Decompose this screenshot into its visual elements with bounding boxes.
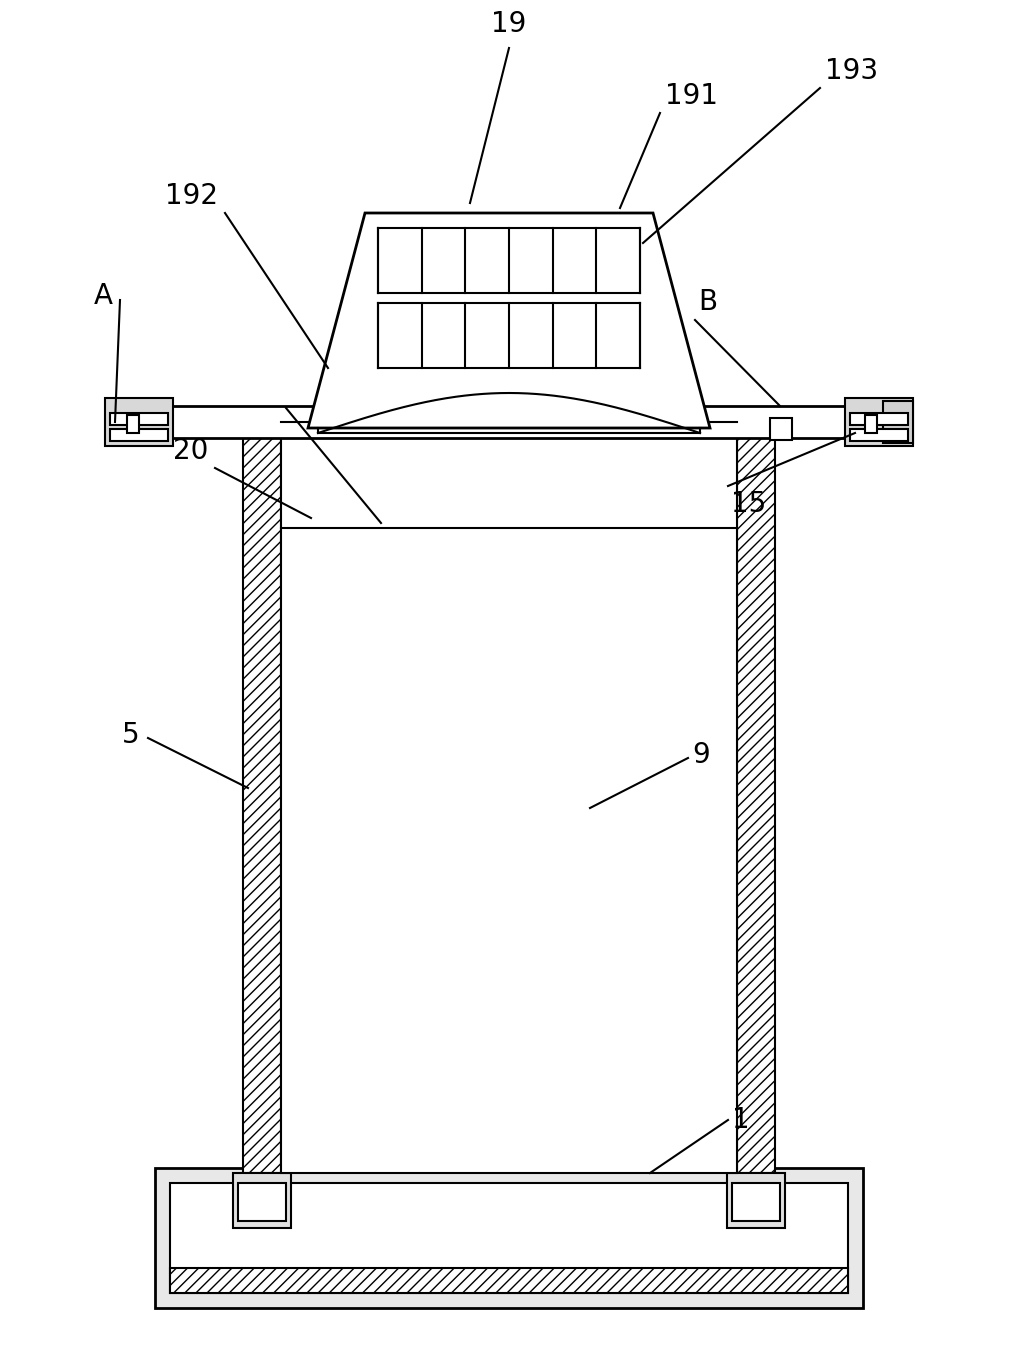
Bar (850, 413, 908, 425)
Text: 191: 191 (665, 82, 718, 109)
Bar (233, 1172, 291, 1228)
Text: 5: 5 (122, 721, 140, 750)
Text: A: A (94, 282, 113, 311)
Bar (243, 434, 281, 1172)
Bar (127, 415, 139, 434)
Bar (850, 430, 908, 440)
Bar (845, 398, 913, 446)
Bar (110, 430, 168, 440)
Bar (105, 398, 173, 446)
Bar (727, 1172, 785, 1228)
Bar (110, 413, 168, 425)
Bar (170, 1183, 848, 1293)
Bar (737, 434, 775, 1172)
Bar (238, 1183, 286, 1222)
Bar (160, 406, 858, 438)
Bar (281, 434, 737, 1172)
Bar (770, 419, 792, 440)
Text: 9: 9 (692, 741, 710, 769)
Bar (170, 1268, 848, 1293)
Text: 19: 19 (492, 10, 526, 38)
Bar (155, 1168, 863, 1308)
Text: 1: 1 (732, 1105, 749, 1134)
Bar (883, 401, 913, 443)
Text: 192: 192 (165, 182, 218, 211)
Polygon shape (308, 213, 710, 428)
Text: 193: 193 (825, 57, 879, 85)
Bar (732, 1183, 780, 1222)
Text: B: B (698, 289, 717, 316)
Text: 15: 15 (731, 490, 767, 518)
Bar (865, 415, 876, 434)
Text: 20: 20 (173, 436, 208, 465)
